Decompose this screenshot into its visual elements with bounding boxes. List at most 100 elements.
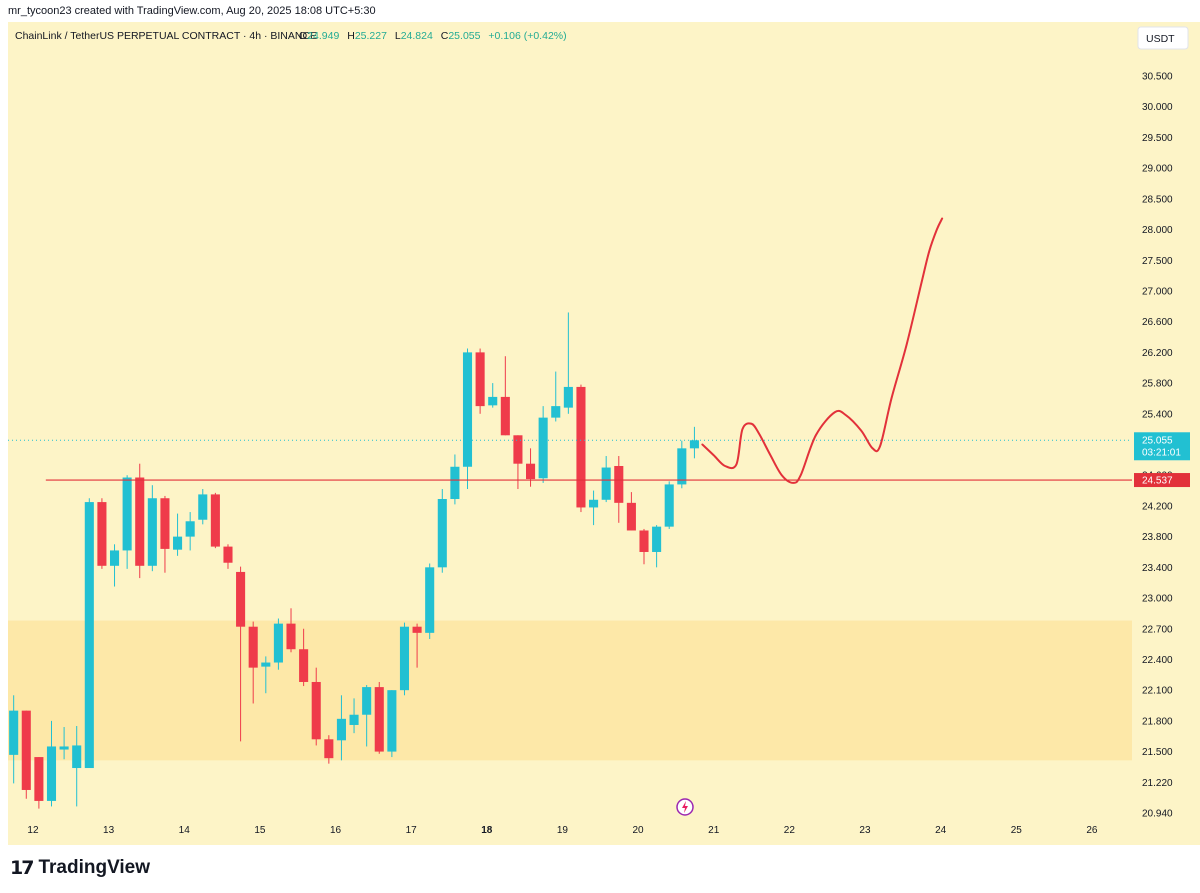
candle[interactable]	[576, 384, 586, 513]
candle[interactable]	[109, 544, 120, 587]
candle[interactable]	[601, 456, 611, 503]
candle-body-up	[72, 745, 82, 769]
low-value: 24.824	[401, 30, 433, 42]
price-tick-label: 26.200	[1142, 348, 1173, 359]
tradingview-logo[interactable]: 17 TradingView	[10, 857, 150, 879]
time-tick-label: 25	[1011, 825, 1023, 836]
candle[interactable]	[387, 690, 397, 758]
candle[interactable]	[475, 348, 485, 414]
candle[interactable]	[336, 695, 346, 761]
price-tick-label: 23.400	[1142, 563, 1173, 574]
candle[interactable]	[589, 490, 599, 526]
candle[interactable]	[450, 454, 460, 505]
candle-body-up	[173, 536, 183, 550]
price-tick-label: 27.500	[1142, 256, 1173, 267]
candle[interactable]	[84, 498, 94, 769]
candle[interactable]	[59, 727, 69, 760]
candle[interactable]	[399, 622, 410, 696]
legend-symbol[interactable]: ChainLink / TetherUS PERPETUAL CONTRACT …	[15, 30, 317, 42]
candle[interactable]	[210, 492, 220, 549]
open-value: 24.949	[307, 30, 339, 42]
time-tick-label: 24	[935, 825, 947, 836]
candle[interactable]	[551, 371, 561, 422]
candle-body-up	[336, 718, 346, 741]
candle-body-down	[210, 494, 220, 547]
candle[interactable]	[362, 685, 372, 747]
close-label: C	[441, 30, 449, 42]
time-axis[interactable]: 12 13 14 15 16 17 18 19 20 21 22 23 24 25 26	[27, 825, 1098, 836]
price-axis-background	[1132, 22, 1200, 820]
candle[interactable]	[488, 383, 498, 408]
time-tick-label: 19	[557, 825, 569, 836]
candle[interactable]	[72, 725, 82, 807]
candle[interactable]	[185, 512, 195, 551]
candle-body-up	[664, 484, 674, 527]
attribution-bar: mr_tycoon23 created with TradingView.com…	[0, 0, 1200, 22]
candle[interactable]	[563, 312, 573, 414]
candle[interactable]	[374, 681, 384, 754]
candle[interactable]	[462, 348, 473, 490]
candle[interactable]	[324, 735, 334, 764]
candle[interactable]	[273, 618, 283, 670]
candle[interactable]	[299, 628, 309, 687]
candle[interactable]	[97, 498, 107, 569]
candle-body-up	[185, 521, 195, 537]
candle[interactable]	[286, 608, 296, 653]
last-price-tag	[1134, 432, 1190, 461]
candle[interactable]	[160, 495, 170, 573]
last-price-value: 25.055	[1142, 435, 1173, 446]
candle[interactable]	[425, 563, 435, 639]
currency-label: USDT	[1146, 33, 1175, 45]
candle-body-up	[387, 690, 397, 752]
candle-body-down	[412, 626, 422, 633]
price-tick-label: 25.800	[1142, 379, 1173, 390]
candle[interactable]	[198, 489, 208, 525]
price-tick-label: 28.500	[1142, 194, 1173, 205]
time-tick-label: 16	[330, 825, 342, 836]
demand-zone	[8, 620, 1132, 761]
candle[interactable]	[46, 720, 57, 807]
currency-button[interactable]: USDT	[1137, 26, 1189, 50]
candle-body-up	[261, 662, 271, 667]
candle[interactable]	[122, 475, 132, 569]
candle[interactable]	[639, 528, 649, 565]
forecast-path[interactable]	[701, 217, 944, 484]
candle[interactable]	[236, 566, 246, 742]
candle[interactable]	[173, 513, 183, 556]
candle[interactable]	[626, 492, 636, 531]
price-tick-label: 23.000	[1142, 594, 1173, 605]
candle-body-down	[639, 530, 649, 552]
footer-bar: 17 TradingView	[0, 845, 1200, 893]
candle-body-down	[374, 687, 384, 752]
candle[interactable]	[538, 406, 548, 483]
candle[interactable]	[614, 456, 624, 523]
candle[interactable]	[135, 463, 145, 579]
candle[interactable]	[412, 623, 422, 668]
candle[interactable]	[261, 656, 271, 694]
time-tick-label: 15	[254, 825, 266, 836]
flash-icon[interactable]	[676, 798, 694, 816]
candle[interactable]	[34, 757, 44, 809]
candle-body-down	[299, 649, 309, 682]
time-tick-label: 18	[481, 825, 493, 836]
candle[interactable]	[437, 489, 447, 573]
candle[interactable]	[349, 698, 359, 734]
candle[interactable]	[9, 695, 19, 784]
open-label: O	[299, 30, 307, 42]
candle[interactable]	[689, 426, 699, 459]
candle[interactable]	[147, 485, 157, 572]
candle[interactable]	[21, 710, 31, 799]
close-value: 25.055	[448, 30, 480, 42]
price-tick-label: 26.600	[1142, 317, 1173, 328]
candle[interactable]	[652, 525, 662, 568]
candle-body-up	[147, 498, 157, 566]
candle[interactable]	[223, 544, 233, 569]
time-tick-label: 17	[406, 825, 418, 836]
candle[interactable]	[311, 667, 321, 746]
price-tick-label: 22.400	[1142, 655, 1173, 666]
candle-body-up	[9, 710, 19, 755]
candle[interactable]	[664, 481, 674, 529]
candle[interactable]	[248, 621, 258, 704]
candle[interactable]	[500, 356, 510, 436]
price-chart[interactable]: 30.500 30.000 29.500 29.000 28.500 28.000 27.5…	[0, 22, 1200, 845]
